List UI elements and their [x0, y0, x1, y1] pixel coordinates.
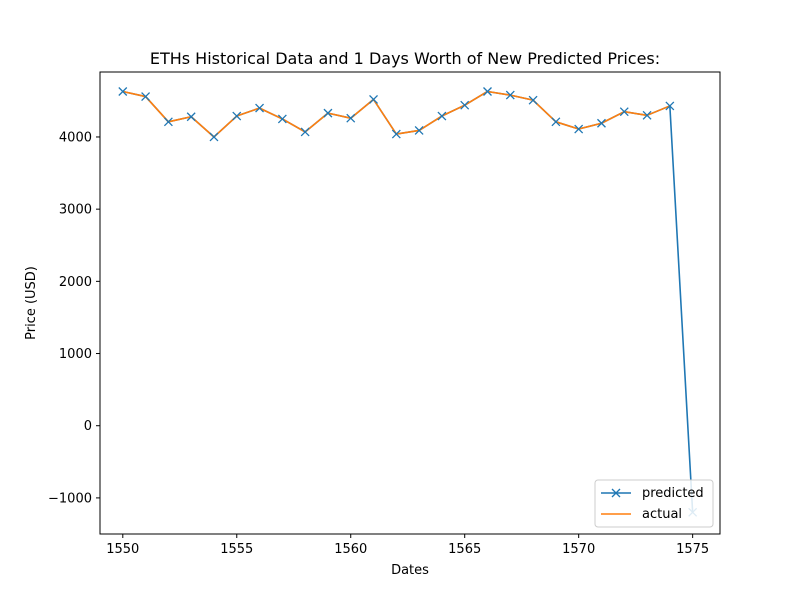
data-point-predicted [391, 129, 401, 139]
x-tick-label: 1570 [562, 542, 595, 557]
data-point-predicted [574, 124, 584, 134]
x-tick-label: 1575 [676, 542, 709, 557]
legend: predicted actual [594, 479, 714, 528]
data-point-predicted [642, 110, 652, 120]
y-tick-label: 0 [84, 419, 92, 434]
data-point-predicted [323, 108, 333, 118]
data-point-predicted [619, 107, 629, 117]
data-point-predicted [186, 112, 196, 122]
data-point-predicted [141, 92, 151, 102]
data-point-predicted [209, 132, 219, 142]
x-axis: 1550 1555 1560 1565 1570 1575 [106, 534, 709, 557]
x-tick-label: 1565 [448, 542, 481, 557]
data-point-predicted [414, 126, 424, 135]
data-point-predicted [551, 117, 561, 127]
plot-background [100, 72, 720, 534]
x-tick-label: 1555 [220, 542, 253, 557]
data-point-predicted [369, 94, 378, 104]
data-point-predicted [255, 103, 265, 113]
data-point-predicted [163, 117, 173, 127]
legend-label-actual: actual [642, 507, 682, 522]
x-tick-label: 1560 [334, 542, 367, 557]
data-point-predicted [460, 100, 470, 110]
y-axis-label: Price (USD) [24, 266, 39, 340]
y-tick-label: 4000 [59, 130, 92, 145]
x-axis-label: Dates [391, 563, 429, 578]
legend-box [594, 479, 714, 528]
data-point-predicted [232, 111, 242, 121]
data-point-predicted [528, 95, 538, 105]
plot-area [99, 71, 721, 535]
y-axis: −1000 0 1000 2000 3000 4000 [48, 130, 100, 506]
data-point-predicted [277, 114, 287, 124]
data-point-predicted [597, 118, 606, 128]
plot-frame [99, 71, 721, 535]
x-tick-label: 1550 [106, 542, 139, 557]
series-layer [118, 87, 698, 517]
y-tick-label: 3000 [59, 203, 92, 218]
y-tick-label: 2000 [59, 275, 92, 290]
y-tick-label: 1000 [59, 347, 92, 362]
data-point-predicted [505, 90, 515, 100]
data-point-predicted [483, 87, 492, 96]
data-point-predicted [665, 101, 675, 111]
legend-label-predicted: predicted [642, 486, 704, 501]
data-point-predicted [346, 113, 356, 123]
chart-title: ETHs Historical Data and 1 Days Worth of… [150, 49, 660, 68]
data-point-predicted [300, 127, 310, 137]
data-point-predicted [118, 87, 128, 96]
y-tick-label: −1000 [48, 491, 92, 506]
data-point-predicted [437, 111, 447, 121]
legend-marker-predicted [611, 488, 621, 498]
